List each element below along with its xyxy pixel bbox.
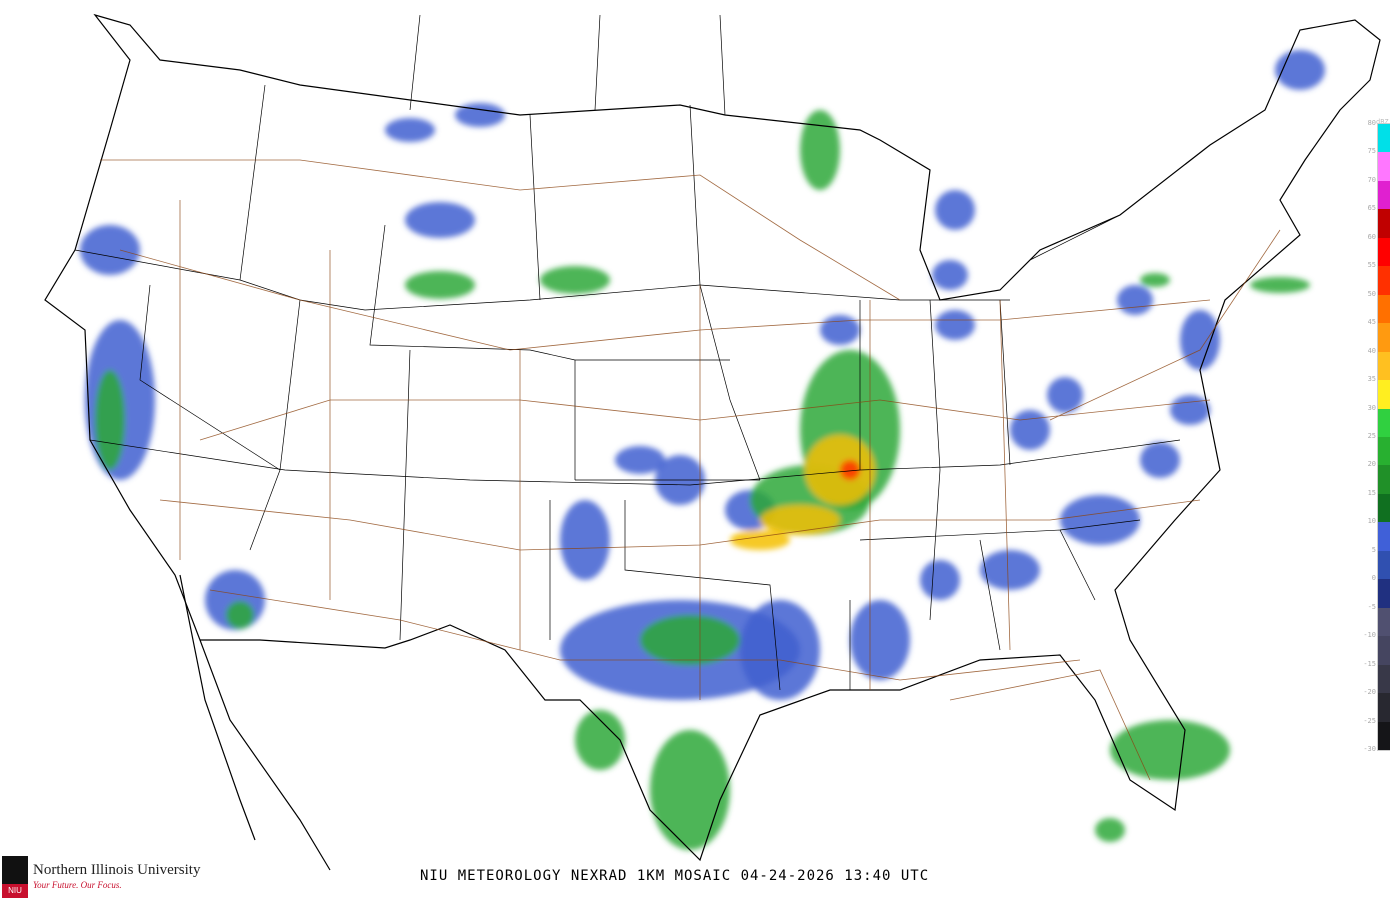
university-name: Northern Illinois University bbox=[33, 862, 201, 878]
radar-echo-light-echo bbox=[1117, 285, 1153, 315]
legend-color-step bbox=[1378, 522, 1390, 552]
radar-echo-light-echo bbox=[820, 315, 860, 345]
radar-echo-moderate-echo bbox=[95, 370, 125, 470]
radar-echo-light-echo bbox=[1047, 377, 1083, 413]
highways bbox=[100, 159, 1281, 781]
radar-echo-moderate-echo bbox=[650, 730, 730, 850]
legend-color-step bbox=[1378, 493, 1390, 523]
map-title: NIU METEOROLOGY NEXRAD 1KM MOSAIC 04-24-… bbox=[420, 868, 930, 884]
legend-tick-label: 15 bbox=[1367, 488, 1376, 497]
legend-tick-label: -20 bbox=[1363, 688, 1376, 697]
legend-color-step bbox=[1378, 323, 1390, 353]
legend-color-step bbox=[1378, 721, 1390, 751]
radar-echo-light-echo bbox=[850, 600, 910, 680]
legend-color-step bbox=[1378, 437, 1390, 466]
legend-unit-label: dBZ bbox=[1376, 118, 1389, 126]
legend-color-step bbox=[1378, 465, 1390, 495]
radar-echo-light-echo bbox=[560, 500, 610, 580]
legend-color-step bbox=[1378, 636, 1390, 666]
legend-color-step bbox=[1378, 408, 1390, 438]
university-tagline: Your Future. Our Focus. bbox=[33, 880, 122, 890]
legend-tick-label: -5 bbox=[1367, 602, 1376, 611]
legend-tick-label: 75 bbox=[1367, 147, 1376, 156]
legend-tick-label: 55 bbox=[1367, 261, 1376, 270]
legend-color-step bbox=[1378, 579, 1390, 609]
radar-echo-light-echo bbox=[1060, 495, 1140, 545]
legend-tick-label: 35 bbox=[1367, 375, 1376, 384]
radar-echo-moderate-echo bbox=[1140, 273, 1170, 287]
legend-color-step bbox=[1378, 607, 1390, 637]
radar-echo-light-echo bbox=[80, 225, 140, 275]
radar-echo-light-echo bbox=[740, 600, 820, 700]
radar-echo-light-echo bbox=[920, 560, 960, 600]
radar-echo-moderate-echo bbox=[226, 601, 254, 629]
radar-echo-moderate-echo bbox=[1110, 720, 1230, 780]
radar-echo-light-echo bbox=[405, 202, 475, 238]
legend-tick-label: 80 bbox=[1367, 119, 1376, 127]
legend-tick-label: 10 bbox=[1367, 517, 1376, 526]
radar-echo-light-echo bbox=[1140, 442, 1180, 478]
legend-color-step bbox=[1378, 351, 1390, 381]
legend-color-step bbox=[1378, 237, 1390, 267]
us-outline bbox=[44, 13, 1381, 871]
radar-echo-heavy-echo bbox=[760, 505, 840, 535]
legend-color-step bbox=[1378, 152, 1390, 182]
legend-tick-label: 25 bbox=[1367, 432, 1376, 440]
radar-echo-light-echo bbox=[935, 190, 975, 230]
legend-color-step bbox=[1378, 550, 1390, 580]
radar-echo-moderate-echo bbox=[405, 271, 475, 299]
legend-tick-label: 5 bbox=[1371, 545, 1376, 554]
radar-echo-light-echo bbox=[455, 103, 505, 127]
legend-tick-label: -30 bbox=[1363, 745, 1376, 753]
radar-echo-light-echo bbox=[1010, 410, 1050, 450]
radar-echo-moderate-echo bbox=[640, 615, 740, 665]
legend-tick-label: 65 bbox=[1367, 204, 1376, 213]
legend-color-bar bbox=[1377, 123, 1390, 751]
niu-logo-mark: NIU bbox=[2, 856, 28, 898]
legend-tick-label: 40 bbox=[1367, 346, 1376, 355]
legend-tick-label: -15 bbox=[1363, 659, 1376, 668]
radar-echo-light-echo bbox=[615, 446, 665, 474]
radar-echo-light-echo bbox=[932, 260, 968, 290]
radar-echo-moderate-echo bbox=[540, 266, 610, 294]
dbz-color-legend: dBZ 80 75 70 65 60 55 50 45 40 35 30 25 20 15 10 5 0 -5 -1… bbox=[1362, 118, 1390, 753]
radar-echo-moderate-echo bbox=[1095, 818, 1125, 842]
legend-color-step bbox=[1378, 180, 1390, 210]
legend-tick-label: -10 bbox=[1363, 631, 1376, 640]
radar-echo-light-echo bbox=[1170, 395, 1210, 425]
legend-color-step bbox=[1378, 664, 1390, 694]
radar-echo-light-echo bbox=[385, 118, 435, 142]
niu-logo-text: NIU bbox=[2, 884, 28, 898]
legend-tick-label: 20 bbox=[1367, 460, 1376, 469]
niu-logo: NIU Northern Illinois University Your Fu… bbox=[2, 856, 242, 898]
legend-tick-label: 0 bbox=[1371, 574, 1376, 583]
legend-tick-label: 45 bbox=[1367, 318, 1376, 327]
legend-tick-label: 60 bbox=[1367, 232, 1376, 241]
legend-color-step bbox=[1378, 124, 1390, 153]
radar-echo-heavy-echo bbox=[730, 530, 790, 550]
radar-echo-intense-echo bbox=[840, 460, 860, 480]
radar-echoes bbox=[80, 50, 1325, 850]
legend-tick-label: 50 bbox=[1367, 289, 1376, 298]
legend-tick-label: 30 bbox=[1367, 403, 1376, 412]
legend-color-step bbox=[1378, 209, 1390, 239]
legend-color-step bbox=[1378, 693, 1390, 723]
legend-tick-label: 70 bbox=[1367, 175, 1376, 184]
legend-tick-label: -25 bbox=[1363, 716, 1376, 725]
radar-echo-light-echo bbox=[935, 310, 975, 340]
legend-color-step bbox=[1378, 294, 1390, 324]
radar-echo-moderate-echo bbox=[1250, 277, 1310, 293]
radar-echo-moderate-echo bbox=[575, 710, 625, 770]
radar-echo-light-echo bbox=[1180, 310, 1220, 370]
legend-color-step bbox=[1378, 266, 1390, 296]
state-borders bbox=[74, 14, 1181, 691]
legend-color-step bbox=[1378, 380, 1390, 410]
radar-echo-moderate-echo bbox=[800, 110, 840, 190]
radar-echo-light-echo bbox=[980, 550, 1040, 590]
